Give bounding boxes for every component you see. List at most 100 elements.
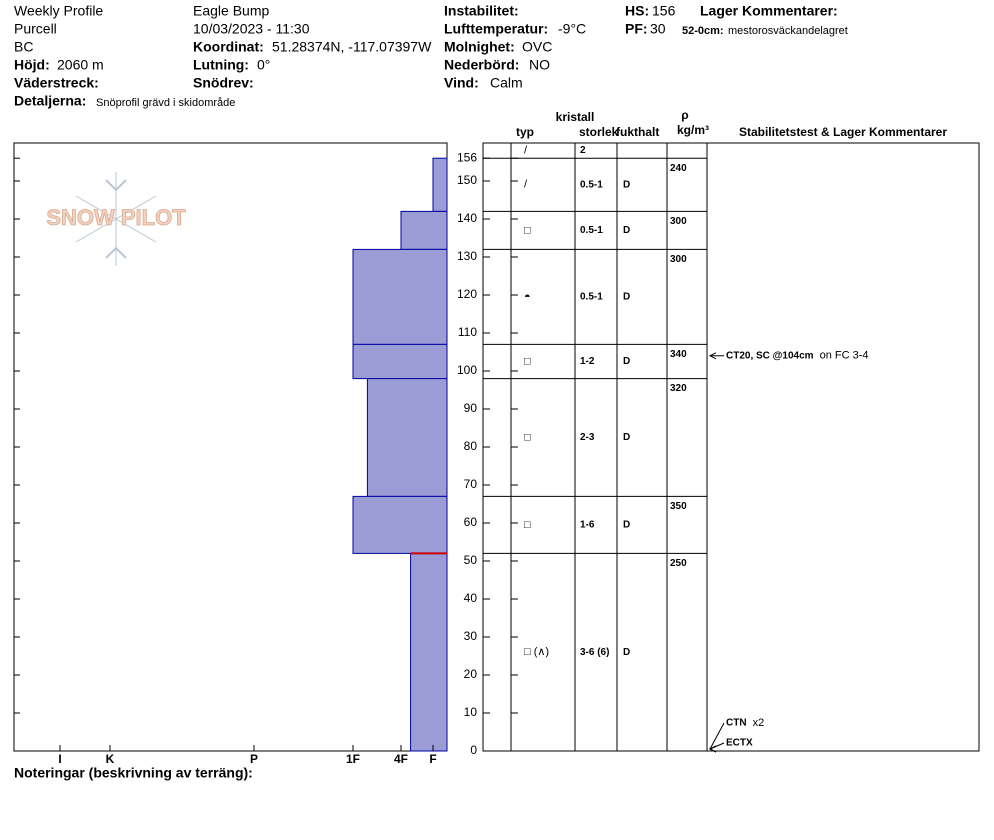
region: BC	[14, 39, 33, 55]
moisture: D	[623, 292, 630, 303]
y-tick-label: 60	[464, 515, 478, 529]
field-value: OVC	[522, 39, 552, 55]
footer: Noteringar (beskrivning av terräng):	[14, 765, 253, 781]
field-label: Koordinat:	[193, 39, 264, 55]
column-header: kristall	[556, 110, 595, 124]
crystal-type: □	[524, 355, 531, 367]
field-label: Molnighet:	[444, 39, 515, 55]
y-tick-label: 0	[470, 743, 477, 757]
datetime: 10/03/2023 - 11:30	[193, 21, 310, 37]
logo	[75, 172, 157, 266]
layer-range: 52-0cm:	[682, 25, 724, 37]
x-tick-label: F	[429, 752, 436, 766]
crystal-type: □	[524, 431, 531, 443]
density: 320	[670, 383, 687, 394]
moisture: D	[623, 432, 630, 443]
field-label: PF:	[625, 21, 648, 37]
density: 350	[670, 501, 687, 512]
crystal-type: ◓	[524, 291, 531, 303]
field-label: Detaljerna:	[14, 93, 86, 109]
x-tick-label: 4F	[394, 752, 408, 766]
crystal-type: □	[524, 519, 531, 531]
column-header: storlek	[579, 125, 619, 139]
crystal-size: 0.5-1	[580, 179, 603, 190]
field-label: Lufttemperatur:	[444, 21, 548, 37]
field-label: HS:	[625, 3, 649, 19]
column-header: ρ	[681, 108, 688, 122]
y-tick-label: 100	[457, 363, 477, 377]
moisture: D	[623, 647, 630, 658]
density: 250	[670, 558, 687, 569]
y-tick-label: 50	[464, 553, 478, 567]
hardness-bar	[352, 495, 448, 554]
y-tick-label: 90	[464, 401, 478, 415]
field-label: Instabilitet:	[444, 3, 519, 19]
hardness-bar	[400, 210, 448, 250]
column-header: Stabilitetstest & Lager Kommentarer	[739, 125, 947, 139]
field-value: 2060 m	[57, 57, 104, 73]
field-value: 30	[650, 21, 666, 37]
y-tick-label: 130	[457, 249, 477, 263]
moisture: D	[623, 520, 630, 531]
location: Eagle Bump	[193, 3, 269, 19]
field-value: 0°	[257, 57, 270, 73]
y-tick-label: 110	[458, 325, 477, 339]
crystal-size: 3-6 (6)	[580, 647, 609, 658]
crystal-size: 0.5-1	[580, 225, 603, 236]
logo-text: SNOW PILOT	[46, 205, 186, 230]
density: 340	[670, 349, 687, 360]
moisture: D	[623, 225, 630, 236]
hardness-bar	[366, 378, 448, 497]
density: 300	[670, 254, 687, 265]
x-tick-label: I	[58, 752, 61, 766]
column-header: fukthalt	[616, 125, 659, 139]
field-value: 156	[652, 3, 676, 19]
x-tick-label: K	[106, 752, 115, 766]
density: 300	[670, 216, 687, 227]
crystal-type: /	[524, 179, 528, 191]
hardness-bar	[352, 343, 448, 380]
crystal-type: /	[524, 145, 528, 157]
hardness-bar	[410, 552, 448, 752]
moisture: D	[623, 356, 630, 367]
layer-comment: mestorosväckandelagret	[728, 25, 848, 37]
hardness-bar	[432, 157, 448, 212]
field-label: Väderstreck:	[14, 75, 99, 91]
x-tick-label: 1F	[346, 752, 360, 766]
table-frame	[482, 142, 980, 752]
y-tick-label: 20	[464, 667, 478, 681]
y-tick-label: 40	[464, 591, 478, 605]
crystal-size: 2	[580, 145, 586, 156]
y-tick-label: 80	[464, 439, 478, 453]
field-value: -9°C	[558, 21, 586, 37]
moisture: D	[623, 179, 630, 190]
arrow-head	[708, 745, 717, 753]
crystal-size: 1-2	[580, 356, 595, 367]
field-label: Lager Kommentarer:	[700, 3, 838, 19]
y-tick-label: 70	[464, 477, 478, 491]
field-label: Lutning:	[193, 57, 249, 73]
field-label: Vind:	[444, 75, 479, 91]
y-tick-label: 120	[457, 287, 477, 301]
test-label: CT20, SC @104cm	[726, 350, 814, 361]
crystal-size: 0.5-1	[580, 292, 603, 303]
test-arrow	[709, 722, 725, 750]
column-header: kg/m³	[677, 123, 709, 137]
title: Weekly Profile	[14, 3, 103, 19]
y-tick-label: 150	[457, 173, 477, 187]
crystal-size: 1-6	[580, 520, 595, 531]
y-tick-label: 30	[464, 629, 478, 643]
test-note: on FC 3-4	[820, 350, 869, 362]
x-tick-label: P	[250, 752, 258, 766]
density: 240	[670, 163, 687, 174]
y-tick-label: 156	[457, 150, 477, 164]
y-tick-label: 10	[464, 705, 478, 719]
test-label: CTN	[726, 718, 747, 729]
y-tick-label: 140	[457, 211, 477, 225]
field-value: 51.28374N, -117.07397W	[272, 39, 432, 55]
test-label: ECTX	[726, 738, 753, 749]
range: Purcell	[14, 21, 57, 37]
test-note: x2	[753, 717, 765, 729]
crystal-size: 2-3	[580, 432, 595, 443]
